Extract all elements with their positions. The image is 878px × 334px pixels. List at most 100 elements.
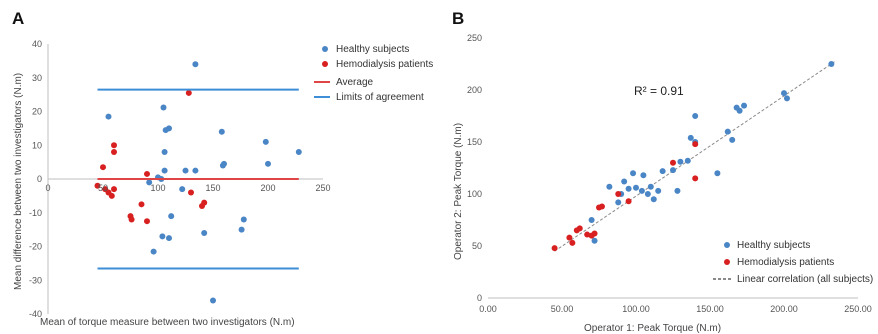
data-point-healthy-subjects xyxy=(159,233,166,240)
data-point-healthy-subjects xyxy=(150,248,157,255)
data-point-healthy-subjects xyxy=(238,226,245,233)
data-point-hemodialysis-patients xyxy=(111,149,117,155)
panel-a-y-axis-title: Mean difference between two investigator… xyxy=(13,73,24,290)
legend-label-healthy: Healthy subjects xyxy=(336,44,409,55)
data-point-healthy-subjects xyxy=(687,134,694,141)
panel-b-y-tick-label: 100 xyxy=(467,189,482,199)
data-point-healthy-subjects xyxy=(179,186,186,193)
trend-line-linear-correlation xyxy=(554,60,837,252)
panel-a-y-tick-label: -10 xyxy=(29,208,42,218)
data-point-hemodialysis-patients xyxy=(144,170,150,177)
data-point-healthy-subjects xyxy=(166,235,172,242)
data-point-healthy-subjects xyxy=(146,179,153,186)
panel-b-x-tick-label: 100.00 xyxy=(622,304,650,314)
panel-a-y-tick-label: -30 xyxy=(29,275,42,285)
data-point-healthy-subjects xyxy=(630,170,637,177)
data-point-healthy-subjects xyxy=(606,183,613,190)
panel-b-x-axis-title: Operator 1: Peak Torque (N.m) xyxy=(584,323,721,334)
legend-label-linear-correlation: Linear correlation (all subjects) xyxy=(737,274,873,285)
data-point-healthy-subjects xyxy=(677,158,684,165)
panel-a-y-tick-label: 40 xyxy=(32,39,42,49)
data-point-healthy-subjects xyxy=(736,107,743,114)
panel-a-y-tick-label: 0 xyxy=(37,174,42,184)
legend-marker-hemodialysis xyxy=(322,61,328,67)
panel-b-points xyxy=(551,61,835,252)
data-point-hemodialysis-patients xyxy=(692,175,699,182)
data-point-hemodialysis-patients xyxy=(185,89,192,96)
data-point-healthy-subjects xyxy=(160,104,167,111)
legend-marker-hemodialysis-b xyxy=(724,259,730,265)
data-point-healthy-subjects xyxy=(210,297,216,304)
data-point-healthy-subjects xyxy=(166,125,172,132)
data-point-hemodialysis-patients xyxy=(576,225,583,232)
data-point-healthy-subjects xyxy=(201,230,208,236)
panel-b-axes: 250 200 150 100 50 00.00 50.00 100.00 150.00 200.… xyxy=(467,33,872,314)
data-point-healthy-subjects xyxy=(655,187,662,194)
data-point-hemodialysis-patients xyxy=(566,234,573,241)
panel-b-label: B xyxy=(452,9,464,28)
data-point-healthy-subjects xyxy=(828,61,835,67)
data-point-hemodialysis-patients xyxy=(598,203,605,210)
data-point-healthy-subjects xyxy=(659,168,666,175)
data-point-healthy-subjects xyxy=(192,61,199,68)
panel-a-legend: Healthy subjects Hemodialysis patients A… xyxy=(314,44,433,103)
data-point-healthy-subjects xyxy=(640,172,647,179)
data-point-healthy-subjects xyxy=(105,113,112,120)
data-point-healthy-subjects xyxy=(295,149,302,155)
panel-b-y-tick-label: 50 xyxy=(472,241,482,251)
data-point-hemodialysis-patients xyxy=(111,142,117,149)
panel-a-y-tick-label: 20 xyxy=(32,107,42,117)
data-point-healthy-subjects xyxy=(591,237,598,244)
data-point-healthy-subjects xyxy=(729,136,736,143)
data-point-hemodialysis-patients xyxy=(615,191,622,197)
data-point-hemodialysis-patients xyxy=(670,159,676,166)
panel-b-y-tick-label: 150 xyxy=(467,137,482,147)
data-point-healthy-subjects xyxy=(633,184,639,191)
panel-b-y-axis-title: Operator 2: Peak Torque (N.m) xyxy=(453,123,464,260)
panel-a-x-tick-label: 150 xyxy=(205,183,220,193)
data-point-healthy-subjects xyxy=(670,167,676,174)
data-point-healthy-subjects xyxy=(262,138,269,145)
data-point-healthy-subjects xyxy=(161,167,168,174)
data-point-hemodialysis-patients xyxy=(188,189,194,196)
data-point-hemodialysis-patients xyxy=(94,182,101,189)
data-point-healthy-subjects xyxy=(192,167,199,174)
data-point-healthy-subjects xyxy=(621,178,628,185)
panel-a-x-tick-label: 100 xyxy=(150,183,165,193)
legend-label-hemodialysis: Hemodialysis patients xyxy=(336,59,433,70)
panel-a-y-tick-label: 10 xyxy=(32,140,42,150)
data-point-healthy-subjects xyxy=(741,102,748,109)
data-point-hemodialysis-patients xyxy=(625,198,632,205)
panel-b-y-tick-label: 250 xyxy=(467,33,482,43)
legend-marker-healthy-b xyxy=(724,242,730,248)
panel-b-x-tick-label: 50.00 xyxy=(551,304,574,314)
panel-a-y-tick-label: 30 xyxy=(32,73,42,83)
data-point-healthy-subjects xyxy=(650,196,657,203)
panel-b-correlation-plot: B 250 200 150 100 50 00.00 50.00 100.00 150.00 20… xyxy=(452,9,873,334)
data-point-healthy-subjects xyxy=(161,149,168,155)
panel-b-x-tick-label: 200.00 xyxy=(770,304,798,314)
panel-b-y-tick-label: 0 xyxy=(477,293,482,303)
data-point-healthy-subjects xyxy=(615,199,622,206)
panel-a-y-tick-label: -40 xyxy=(29,309,42,319)
data-point-hemodialysis-patients xyxy=(108,192,115,199)
legend-marker-healthy xyxy=(322,46,328,52)
data-point-hemodialysis-patients xyxy=(569,239,576,246)
data-point-healthy-subjects xyxy=(647,183,654,190)
data-point-healthy-subjects xyxy=(221,160,227,167)
legend-label-hemodialysis-b: Hemodialysis patients xyxy=(737,257,834,268)
panel-b-x-tick-label: 250.00 xyxy=(844,304,872,314)
legend-label-average: Average xyxy=(336,77,374,88)
data-point-healthy-subjects xyxy=(674,187,681,194)
legend-label-limits: Limits of agreement xyxy=(336,92,424,103)
data-point-hemodialysis-patients xyxy=(591,230,598,237)
panel-a-label: A xyxy=(12,9,24,28)
r-squared-annotation: R² = 0.91 xyxy=(634,84,684,98)
data-point-healthy-subjects xyxy=(588,217,595,223)
data-point-healthy-subjects xyxy=(218,128,225,135)
data-point-hemodialysis-patients xyxy=(551,245,558,252)
data-point-hemodialysis-patients xyxy=(100,164,106,171)
